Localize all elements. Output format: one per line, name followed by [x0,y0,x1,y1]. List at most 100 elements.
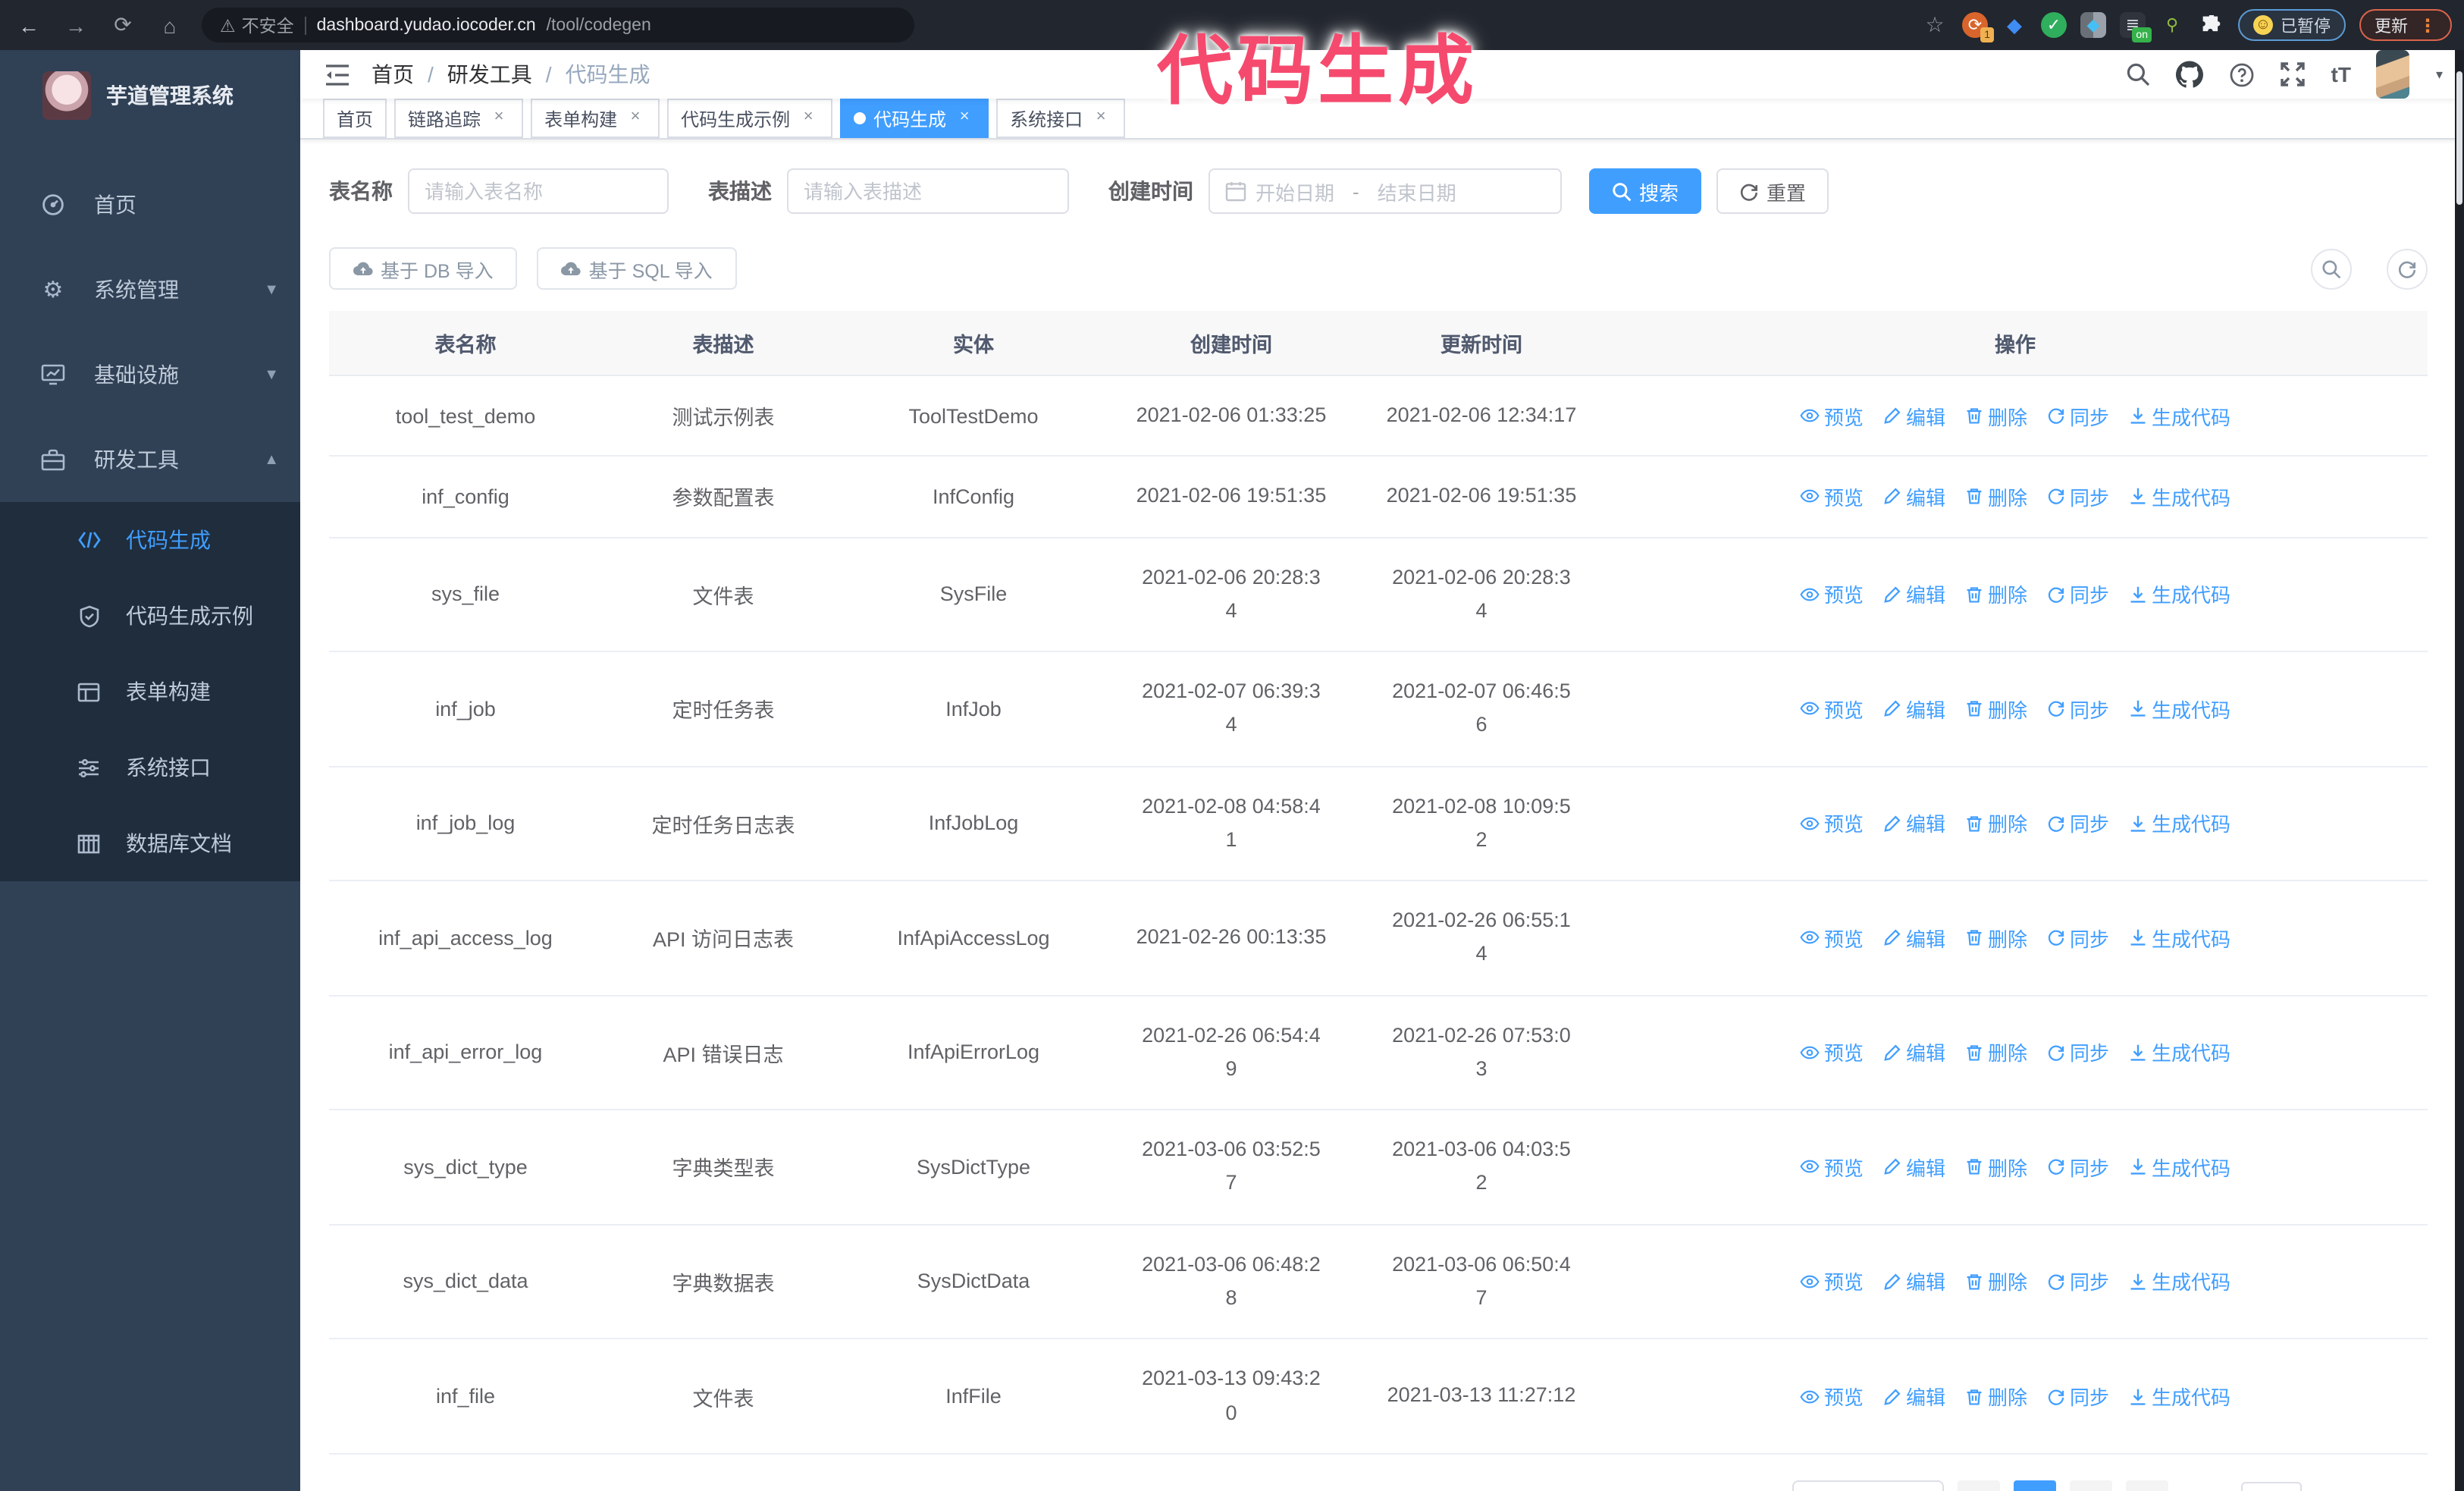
action-sync[interactable]: 同步 [2047,1267,2109,1296]
action-edit[interactable]: 编辑 [1883,482,1945,511]
action-edit[interactable]: 编辑 [1883,580,1945,609]
browser-menu-kebab-icon[interactable]: ⋮ [2419,14,2437,36]
close-icon[interactable]: × [959,108,970,126]
close-icon[interactable]: × [494,108,504,126]
action-edit[interactable]: 编辑 [1883,1267,1945,1296]
scrollbar-thumb[interactable] [2456,71,2462,205]
tag-tracing[interactable]: 链路追踪 × [394,99,524,138]
action-generate-code[interactable]: 生成代码 [2129,401,2230,430]
browser-home-icon[interactable]: ⌂ [163,13,177,37]
ext-key-icon[interactable]: ⚲ [2165,17,2179,35]
sidebar-item-codegen[interactable]: 代码生成 [0,502,300,578]
action-generate-code[interactable]: 生成代码 [2129,482,2230,511]
action-preview[interactable]: 预览 [1800,1267,1864,1296]
extensions-puzzle-icon[interactable] [2199,12,2224,38]
action-edit[interactable]: 编辑 [1883,401,1945,430]
action-generate-code[interactable]: 生成代码 [2129,580,2230,609]
page-scrollbar[interactable] [2455,50,2464,1491]
sidebar-item-infra[interactable]: 基础设施 ▼ [0,332,300,417]
prev-page-button[interactable]: ‹ [1957,1480,2000,1491]
breadcrumb-home[interactable]: 首页 [371,62,414,86]
action-sync[interactable]: 同步 [2047,809,2109,838]
tag-system-api[interactable]: 系统接口 × [996,99,1126,138]
page-size-select[interactable]: 10条/页 ▾ [1792,1480,1944,1491]
action-delete[interactable]: 删除 [1965,1038,2027,1067]
profile-paused-chip[interactable]: ☺ 已暂停 [2238,9,2346,41]
action-preview[interactable]: 预览 [1800,1382,1864,1411]
action-edit[interactable]: 编辑 [1883,1038,1945,1067]
action-delete[interactable]: 删除 [1965,401,2027,430]
breadcrumb-devtools[interactable]: 研发工具 [447,62,532,86]
app-logo-row[interactable]: 芋道管理系统 [0,50,300,141]
ext-gem-icon[interactable]: ◆ [2007,13,2022,36]
action-preview[interactable]: 预览 [1800,482,1864,511]
bookmark-star-icon[interactable]: ☆ [1925,12,1945,36]
page-button-1[interactable]: 1 [2013,1480,2056,1491]
action-preview[interactable]: 预览 [1800,809,1864,838]
action-delete[interactable]: 删除 [1965,695,2027,724]
action-sync[interactable]: 同步 [2047,580,2109,609]
action-generate-code[interactable]: 生成代码 [2129,809,2230,838]
action-preview[interactable]: 预览 [1800,401,1864,430]
ext-grid-icon[interactable]: ◆ [2080,12,2106,38]
ext-check-icon[interactable]: ✓ [2041,12,2067,38]
action-sync[interactable]: 同步 [2047,924,2109,953]
tag-form-builder[interactable]: 表单构建 × [531,99,660,138]
browser-back-icon[interactable]: ← [18,13,39,37]
action-delete[interactable]: 删除 [1965,809,2027,838]
sidebar-item-codegen-demo[interactable]: 代码生成示例 [0,578,300,654]
goto-page-input[interactable] [2240,1481,2302,1491]
action-delete[interactable]: 删除 [1965,1267,2027,1296]
date-range-picker[interactable]: 开始日期 - 结束日期 [1208,168,1562,214]
action-sync[interactable]: 同步 [2047,1038,2109,1067]
action-edit[interactable]: 编辑 [1883,809,1945,838]
action-delete[interactable]: 删除 [1965,1153,2027,1182]
browser-update-button[interactable]: 更新 ⋮ [2359,9,2452,41]
action-preview[interactable]: 预览 [1800,1153,1864,1182]
action-preview[interactable]: 预览 [1800,695,1864,724]
close-icon[interactable]: × [1096,108,1106,126]
action-delete[interactable]: 删除 [1965,924,2027,953]
action-sync[interactable]: 同步 [2047,1153,2109,1182]
action-edit[interactable]: 编辑 [1883,1382,1945,1411]
browser-reload-icon[interactable]: ⟳ [114,12,132,36]
user-caret-down-icon[interactable]: ▾ [2435,66,2443,81]
sidebar-item-system[interactable]: ⚙ 系统管理 ▼ [0,247,300,332]
action-delete[interactable]: 删除 [1965,1382,2027,1411]
import-db-button[interactable]: 基于 DB 导入 [329,247,518,290]
sidebar-item-db-doc[interactable]: 数据库文档 [0,805,300,881]
close-icon[interactable]: × [803,108,813,126]
action-generate-code[interactable]: 生成代码 [2129,1382,2230,1411]
sidebar-item-system-api[interactable]: 系统接口 [0,730,300,805]
tag-codegen-demo[interactable]: 代码生成示例 × [667,99,833,138]
ext-refresh-icon[interactable]: ⟳ 1 [1962,12,1994,42]
action-delete[interactable]: 删除 [1965,482,2027,511]
search-button[interactable]: 搜索 [1589,168,1702,214]
import-sql-button[interactable]: 基于 SQL 导入 [537,247,737,290]
sidebar-collapse-icon[interactable] [324,63,350,86]
reset-button[interactable]: 重置 [1716,168,1829,214]
action-generate-code[interactable]: 生成代码 [2129,1153,2230,1182]
action-sync[interactable]: 同步 [2047,482,2109,511]
sidebar-item-home[interactable]: 首页 [0,162,300,247]
action-edit[interactable]: 编辑 [1883,1153,1945,1182]
ext-notes-icon[interactable]: ≣ on [2120,12,2152,42]
action-generate-code[interactable]: 生成代码 [2129,1267,2230,1296]
action-sync[interactable]: 同步 [2047,1382,2109,1411]
action-sync[interactable]: 同步 [2047,695,2109,724]
action-generate-code[interactable]: 生成代码 [2129,1038,2230,1067]
user-avatar[interactable] [2376,50,2410,99]
action-sync[interactable]: 同步 [2047,401,2109,430]
help-icon[interactable] [2230,61,2256,87]
action-preview[interactable]: 预览 [1800,924,1864,953]
refresh-table-button[interactable] [2387,248,2428,289]
action-generate-code[interactable]: 生成代码 [2129,695,2230,724]
fullscreen-icon[interactable] [2281,62,2306,86]
sidebar-item-form-builder[interactable]: 表单构建 [0,654,300,730]
action-edit[interactable]: 编辑 [1883,924,1945,953]
url-bar[interactable]: ⚠ 不安全 dashboard.yudao.iocoder.cn/tool/co… [202,8,914,42]
font-size-icon[interactable]: tT [2331,62,2351,86]
close-icon[interactable]: × [630,108,641,126]
tag-home[interactable]: 首页 [323,99,387,138]
action-preview[interactable]: 预览 [1800,1038,1864,1067]
